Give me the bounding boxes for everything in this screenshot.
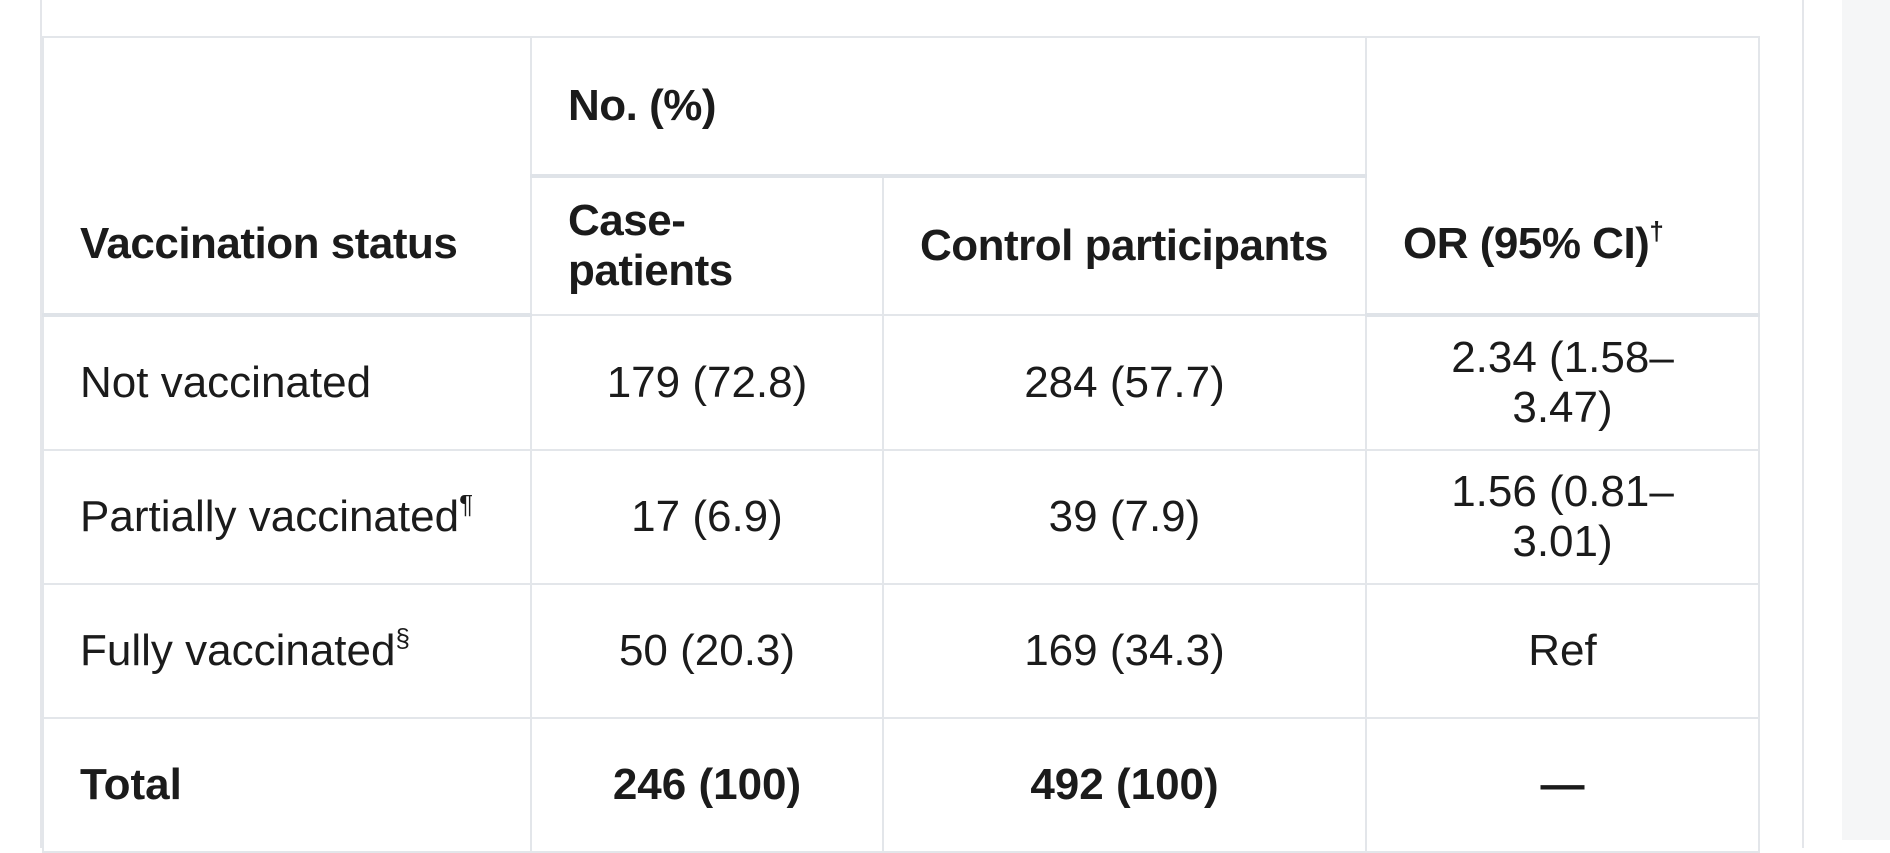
or-cell: 1.56 (0.81–3.01) — [1365, 449, 1760, 585]
row-label: Partially vaccinated — [80, 492, 460, 541]
header-group-no-percent: No. (%) — [530, 36, 1367, 178]
controls-cell: 169 (34.3) — [882, 583, 1367, 719]
header-control-participants: Control participants — [882, 175, 1367, 316]
controls-cell: 284 (57.7) — [882, 314, 1367, 451]
row-label: Fully vaccinated — [80, 626, 396, 675]
controls-cell: 39 (7.9) — [882, 449, 1367, 585]
row-label-cell: Fully vaccinated§ — [42, 583, 532, 719]
row-label-cell: Not vaccinated — [42, 314, 532, 451]
row-label-cell: Partially vaccinated¶ — [42, 449, 532, 585]
header-vaccination-status: Vaccination status — [42, 36, 532, 317]
or-cell: Ref — [1365, 583, 1760, 719]
header-label: Case-patients — [568, 196, 733, 295]
header-case-patients: Case-patients — [530, 175, 884, 316]
table-row: Partially vaccinated¶ 17 (6.9) 39 (7.9) … — [42, 449, 1760, 585]
cases-cell: 17 (6.9) — [530, 449, 884, 585]
total-controls: 492 (100) — [882, 717, 1367, 853]
table-row: Not vaccinated 179 (72.8) 284 (57.7) 2.3… — [42, 314, 1760, 451]
footnote-mark: ¶ — [459, 489, 474, 519]
total-label: Total — [42, 717, 532, 853]
or-cell: 2.34 (1.58–3.47) — [1365, 314, 1760, 451]
footnote-mark: § — [395, 623, 410, 653]
cases-cell: 179 (72.8) — [530, 314, 884, 451]
header-label: No. (%) — [568, 81, 717, 130]
total-cases: 246 (100) — [530, 717, 884, 853]
cases-cell: 50 (20.3) — [530, 583, 884, 719]
vaccination-table: Vaccination status No. (%) OR (95% CI)† … — [42, 36, 1760, 853]
header-label: Vaccination status — [80, 219, 458, 268]
scrollbar-track[interactable] — [1842, 0, 1890, 840]
header-label: Control participants — [920, 221, 1329, 270]
row-label: Not vaccinated — [80, 358, 372, 407]
table-row: Fully vaccinated§ 50 (20.3) 169 (34.3) R… — [42, 583, 1760, 719]
dagger-footnote-mark: † — [1649, 216, 1664, 246]
header-label: OR (95% CI) — [1403, 219, 1650, 268]
header-or-ci: OR (95% CI)† — [1365, 36, 1760, 317]
total-or: — — [1365, 717, 1760, 853]
total-row: Total 246 (100) 492 (100) — — [42, 717, 1760, 853]
